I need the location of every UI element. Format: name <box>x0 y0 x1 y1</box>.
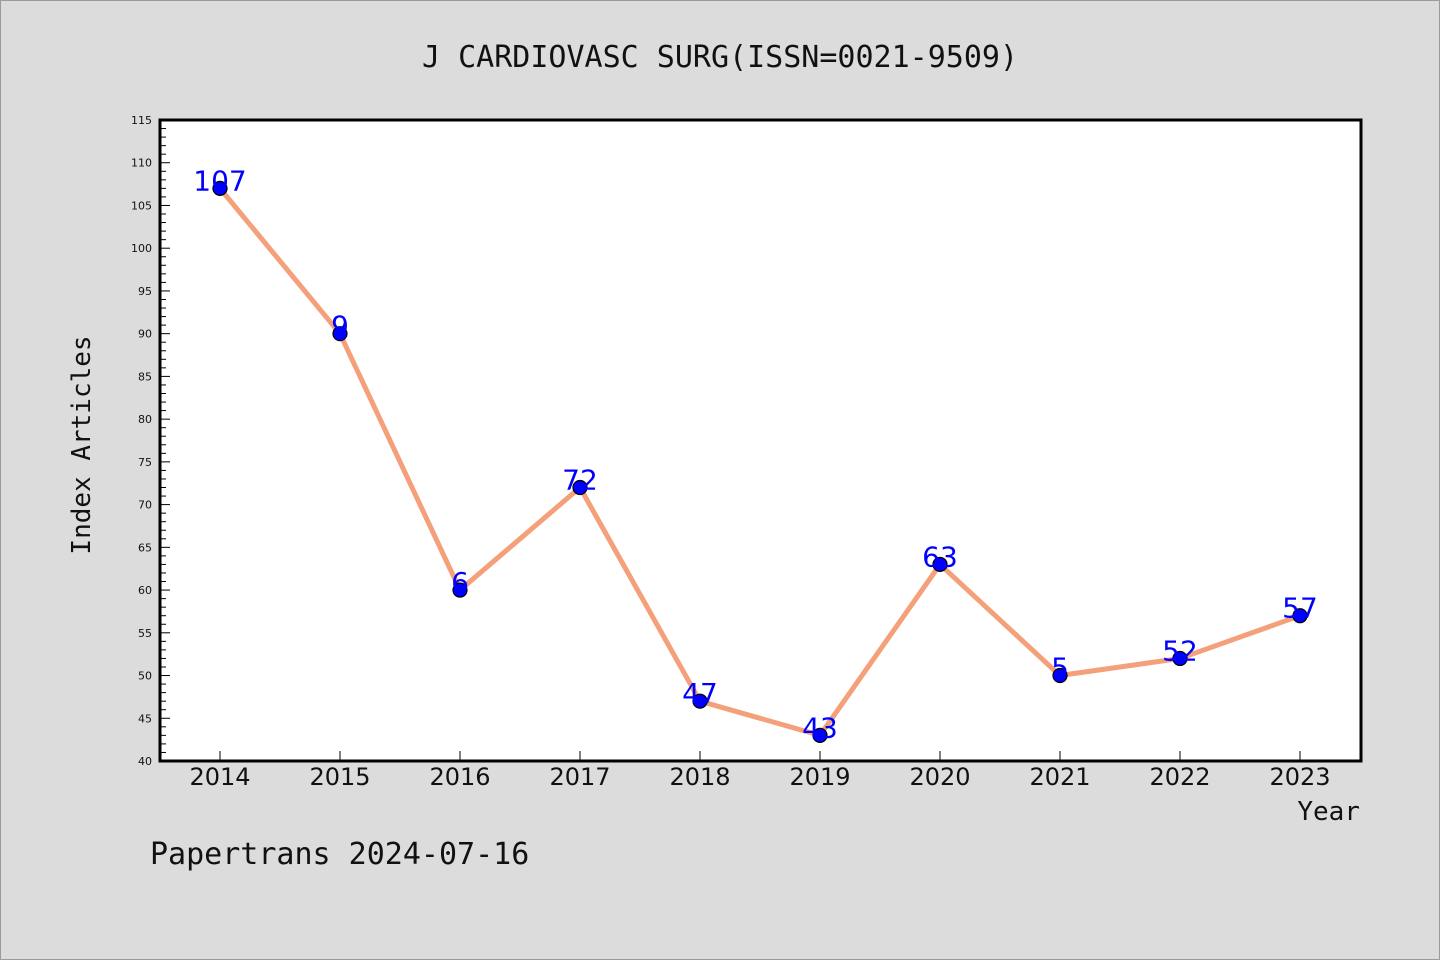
x-tick-label: 2014 <box>189 763 250 791</box>
series-group: 107 9 6 72 47 43 63 5 52 57 <box>193 164 1318 744</box>
data-point <box>332 326 348 342</box>
x-tick-label: 2020 <box>909 763 970 791</box>
data-label: 57 <box>1282 592 1318 625</box>
data-point <box>452 582 468 598</box>
data-label: 107 <box>193 164 246 197</box>
y-tick-label: 45 <box>138 712 152 725</box>
y-tick-label: 100 <box>131 242 152 255</box>
y-tick-label: 95 <box>138 285 152 298</box>
y-tick-label: 90 <box>138 328 152 341</box>
data-point <box>692 693 708 709</box>
data-point <box>212 180 228 196</box>
footer-credit: Papertrans 2024-07-16 <box>150 837 529 872</box>
y-axis-ticks: 40 45 50 55 60 65 70 75 80 85 90 95 100 105 110 115 <box>131 114 170 768</box>
x-tick-label: 2023 <box>1269 763 1330 791</box>
data-label: 5 <box>1051 652 1069 685</box>
plot-area <box>158 118 1363 763</box>
series-line <box>217 185 1303 738</box>
data-label: 52 <box>1162 634 1198 667</box>
y-tick-label: 80 <box>138 413 152 426</box>
y-tick-label: 55 <box>138 627 152 640</box>
y-tick-label: 50 <box>138 670 152 683</box>
data-label: 6 <box>451 566 469 599</box>
y-tick-label: 65 <box>138 541 152 554</box>
y-tick-label: 110 <box>131 157 152 170</box>
y-axis-title: Index Articles <box>67 335 97 554</box>
y-tick-label: 60 <box>138 584 152 597</box>
x-axis-title: Year <box>1297 797 1360 827</box>
x-axis-ticks: 2014 2015 2016 2017 2018 2019 2020 2021 2022 2023 <box>189 751 1331 791</box>
data-point <box>572 479 588 496</box>
y-tick-label: 85 <box>138 370 152 383</box>
x-tick-label: 2021 <box>1029 763 1090 791</box>
data-label: 72 <box>562 464 598 497</box>
x-tick-label: 2015 <box>309 763 370 791</box>
y-tick-label: 105 <box>131 199 152 212</box>
chart-title: J CARDIOVASC SURG(ISSN=0021-9509) <box>422 40 1018 75</box>
y-tick-label: 75 <box>138 456 152 469</box>
x-tick-label: 2019 <box>789 763 850 791</box>
data-point <box>932 556 948 573</box>
data-label: 47 <box>682 677 718 710</box>
x-tick-label: 2016 <box>429 763 490 791</box>
data-point <box>1172 650 1188 667</box>
x-tick-label: 2017 <box>549 763 610 791</box>
data-point <box>812 727 828 743</box>
x-tick-label: 2018 <box>669 763 730 791</box>
x-tick-label: 2022 <box>1149 763 1210 791</box>
data-label: 9 <box>331 310 349 343</box>
y-tick-label: 115 <box>131 114 152 127</box>
data-point <box>1052 667 1068 684</box>
data-label: 43 <box>802 711 838 744</box>
data-label: 63 <box>922 540 958 573</box>
data-point <box>1292 608 1308 624</box>
y-tick-label: 70 <box>138 499 152 512</box>
y-tick-label: 40 <box>138 755 152 768</box>
